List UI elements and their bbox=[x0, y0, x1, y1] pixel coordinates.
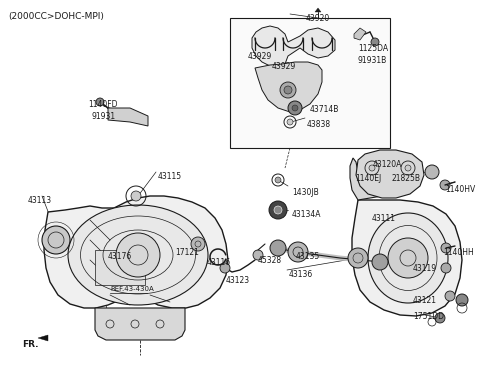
Text: 1125DA: 1125DA bbox=[358, 44, 388, 53]
Circle shape bbox=[96, 98, 104, 106]
Circle shape bbox=[275, 177, 281, 183]
Text: 43120A: 43120A bbox=[373, 160, 402, 169]
Text: 1140FD: 1140FD bbox=[88, 100, 118, 109]
Circle shape bbox=[253, 250, 263, 260]
Text: 43119: 43119 bbox=[413, 264, 437, 273]
Ellipse shape bbox=[368, 213, 448, 303]
Bar bbox=[230, 18, 390, 148]
Circle shape bbox=[441, 263, 451, 273]
Polygon shape bbox=[356, 150, 424, 198]
Polygon shape bbox=[95, 308, 185, 340]
Text: (2000CC>DOHC-MPI): (2000CC>DOHC-MPI) bbox=[8, 12, 104, 21]
Circle shape bbox=[441, 243, 451, 253]
Circle shape bbox=[348, 248, 368, 268]
Circle shape bbox=[445, 291, 455, 301]
Text: 43920: 43920 bbox=[306, 14, 330, 23]
Circle shape bbox=[292, 105, 298, 111]
Circle shape bbox=[388, 238, 428, 278]
Polygon shape bbox=[252, 26, 335, 68]
Polygon shape bbox=[354, 28, 366, 40]
Circle shape bbox=[288, 242, 308, 262]
Text: 91931B: 91931B bbox=[358, 56, 387, 65]
Circle shape bbox=[425, 165, 439, 179]
Circle shape bbox=[405, 165, 411, 171]
Text: 1140HV: 1140HV bbox=[445, 185, 475, 194]
Polygon shape bbox=[350, 158, 382, 200]
Text: 43135: 43135 bbox=[296, 252, 320, 261]
Text: 43115: 43115 bbox=[158, 172, 182, 181]
Text: 17121: 17121 bbox=[175, 248, 199, 257]
Circle shape bbox=[280, 82, 296, 98]
Polygon shape bbox=[44, 196, 228, 308]
Polygon shape bbox=[38, 335, 48, 341]
Text: 43121: 43121 bbox=[413, 296, 437, 305]
Polygon shape bbox=[352, 200, 462, 316]
Circle shape bbox=[270, 240, 286, 256]
Text: 1140EJ: 1140EJ bbox=[355, 174, 381, 183]
Circle shape bbox=[371, 38, 379, 46]
Text: 43838: 43838 bbox=[307, 120, 331, 129]
Text: 43123: 43123 bbox=[226, 276, 250, 285]
Text: 43116: 43116 bbox=[207, 258, 231, 267]
Bar bbox=[95, 250, 145, 285]
Circle shape bbox=[274, 206, 282, 214]
Circle shape bbox=[372, 254, 388, 270]
Text: 43929: 43929 bbox=[248, 52, 272, 61]
Circle shape bbox=[287, 119, 293, 125]
Circle shape bbox=[440, 180, 450, 190]
Circle shape bbox=[131, 191, 141, 201]
Polygon shape bbox=[255, 62, 322, 112]
Circle shape bbox=[191, 237, 205, 251]
Circle shape bbox=[269, 201, 287, 219]
Text: 43176: 43176 bbox=[108, 252, 132, 261]
Polygon shape bbox=[108, 108, 148, 126]
Circle shape bbox=[116, 233, 160, 277]
Text: 43136: 43136 bbox=[289, 270, 313, 279]
Circle shape bbox=[220, 263, 230, 273]
Circle shape bbox=[288, 101, 302, 115]
Polygon shape bbox=[315, 8, 321, 12]
Circle shape bbox=[456, 294, 468, 306]
Text: 21825B: 21825B bbox=[392, 174, 421, 183]
Text: 1430JB: 1430JB bbox=[292, 188, 319, 197]
Circle shape bbox=[435, 313, 445, 323]
Text: 43113: 43113 bbox=[28, 196, 52, 205]
Text: 91931: 91931 bbox=[91, 112, 115, 121]
Text: 45328: 45328 bbox=[258, 256, 282, 265]
Text: 43929: 43929 bbox=[272, 62, 296, 71]
Text: 43134A: 43134A bbox=[292, 210, 322, 219]
Circle shape bbox=[42, 226, 70, 254]
Text: 43714B: 43714B bbox=[310, 105, 339, 114]
Text: 43111: 43111 bbox=[372, 214, 396, 223]
Circle shape bbox=[284, 86, 292, 94]
Ellipse shape bbox=[68, 205, 208, 305]
Text: 1751DD: 1751DD bbox=[413, 312, 444, 321]
Circle shape bbox=[369, 165, 375, 171]
Text: 1140HH: 1140HH bbox=[443, 248, 474, 257]
Text: REF.43-430A: REF.43-430A bbox=[110, 286, 154, 292]
Text: FR.: FR. bbox=[22, 340, 38, 349]
